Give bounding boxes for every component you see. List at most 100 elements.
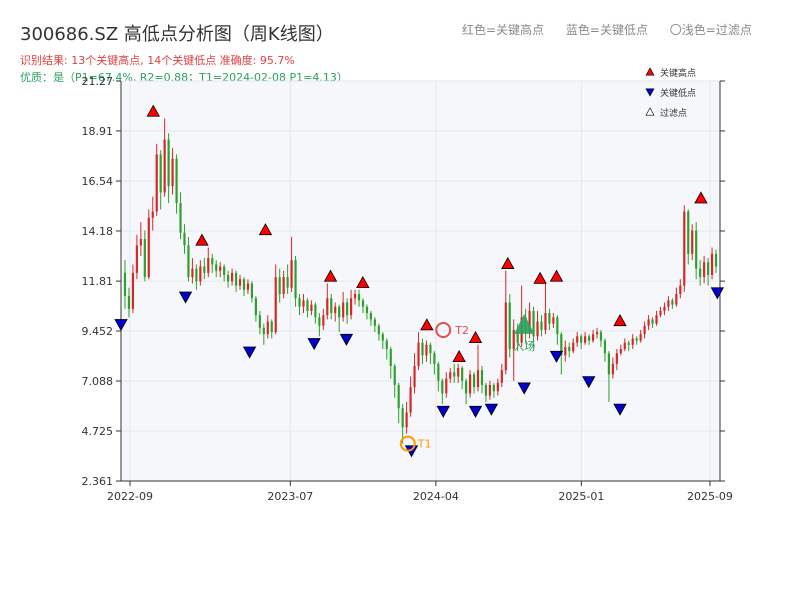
candle-body: [326, 298, 329, 316]
candle-body: [679, 285, 682, 295]
y-tick-label: 2.361: [82, 475, 114, 488]
key-high-marker: [501, 256, 515, 269]
candle-body: [409, 387, 412, 413]
candle-body: [199, 266, 202, 282]
candle-body: [584, 336, 587, 343]
x-tick-label: 2022-09: [107, 490, 153, 503]
candle-body: [691, 230, 694, 254]
candle-body: [246, 283, 250, 290]
candle-body: [437, 363, 440, 381]
key-high-marker: [549, 269, 564, 282]
candle-body: [635, 338, 638, 341]
candle-body: [242, 279, 246, 290]
candle-body: [639, 334, 642, 341]
candle-body: [219, 266, 222, 271]
legend-red-text: 红色=关键高点: [462, 23, 545, 37]
key-high-marker: [533, 271, 547, 284]
candle-body: [512, 329, 515, 350]
candle-body: [532, 310, 535, 337]
candle-body: [568, 346, 571, 352]
candle-body: [659, 310, 662, 316]
candle-body: [203, 266, 206, 273]
candle-body: [528, 310, 531, 333]
t1-circle: [399, 435, 416, 452]
candle-body: [468, 374, 472, 394]
candle-body: [377, 325, 380, 335]
candle-body: [330, 298, 333, 314]
key-high-marker: [613, 314, 627, 327]
key-low-marker: [178, 291, 193, 304]
page-title: 300686.SZ 高低点分析图（周K线图）: [20, 24, 334, 45]
candle-body: [230, 272, 234, 282]
candle-body: [163, 139, 166, 193]
candle-body: [699, 268, 702, 278]
legend-light-text: 〇浅色=过滤点: [669, 23, 752, 37]
candle-body: [480, 370, 484, 385]
candle-body: [465, 380, 468, 394]
candle-body: [576, 336, 579, 343]
top-legend: 红色=关键高点 蓝色=关键低点 〇浅色=过滤点: [462, 21, 752, 38]
candle-body: [195, 268, 198, 282]
legend-low-icon: [645, 88, 655, 97]
candle-body: [556, 317, 559, 335]
candle-body: [290, 260, 293, 288]
candle-body: [147, 217, 150, 278]
result-summary: 识别结果: 13个关键高点, 14个关键低点 准确度: 95.7%: [20, 54, 295, 67]
key-low-marker: [582, 376, 596, 389]
candle-body: [449, 372, 452, 379]
candle-body: [151, 211, 154, 218]
candle-body: [623, 342, 626, 350]
candle-body: [175, 158, 178, 204]
candle-body: [191, 268, 194, 278]
candle-body: [361, 300, 365, 307]
candle-body: [663, 306, 666, 311]
candle-body: [627, 342, 630, 345]
key-high-marker: [694, 191, 708, 204]
candle-body: [135, 245, 138, 273]
candle-body: [695, 230, 698, 269]
candle-body: [671, 300, 674, 305]
candle-body: [318, 317, 321, 326]
legend-high-icon: [645, 67, 655, 76]
key-low-marker: [436, 405, 450, 418]
x-tick-label: 2025-01: [558, 490, 604, 503]
candle-body: [706, 262, 710, 275]
candle-body: [298, 298, 301, 307]
candle-body: [127, 296, 131, 309]
key-high-marker: [452, 350, 466, 363]
key-low-marker: [549, 350, 564, 363]
key-low-marker: [517, 382, 531, 395]
candle-body: [274, 277, 277, 333]
y-tick-label: 9.452: [82, 325, 114, 338]
candle-body: [286, 277, 289, 288]
candle-body: [544, 313, 547, 330]
candle-body: [655, 315, 658, 324]
candle-body: [595, 332, 599, 335]
candle-body: [357, 294, 361, 301]
x-tick-label: 2024-04: [413, 490, 459, 503]
candle-body: [710, 253, 714, 275]
candle-body: [171, 158, 174, 187]
candle-body: [211, 258, 214, 265]
candle-body: [131, 272, 135, 309]
candle-body: [393, 365, 396, 385]
legend-filtered-icon: [645, 107, 655, 116]
y-tick-label: 21.27: [82, 75, 114, 88]
candle-body: [238, 279, 242, 286]
candle-body: [643, 325, 646, 335]
key-high-marker: [420, 318, 434, 331]
candle-body: [282, 277, 285, 295]
candle-body: [302, 300, 305, 307]
candle-body: [603, 340, 607, 354]
candle-body: [675, 294, 678, 305]
candle-body: [187, 245, 190, 278]
candle-body: [500, 370, 503, 383]
candle-body: [338, 306, 341, 318]
candle-body: [492, 384, 495, 392]
key-low-marker: [242, 346, 257, 359]
candle-body: [453, 372, 456, 377]
key-low-marker: [339, 333, 354, 346]
candle-body: [234, 272, 238, 286]
candle-body: [346, 302, 349, 316]
candle-body: [266, 321, 269, 335]
